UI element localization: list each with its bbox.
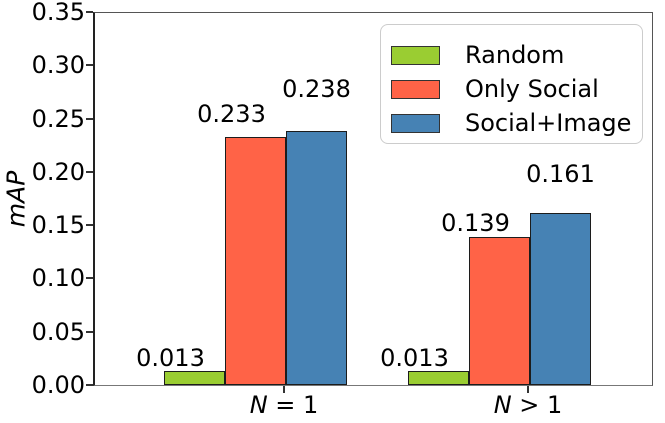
bar-random-group-2 [408, 371, 469, 385]
legend-swatch-random [391, 45, 440, 65]
y-tick-mark [86, 330, 93, 333]
y-tick-label: 0.10 [31, 264, 85, 293]
y-tick-mark [86, 117, 93, 120]
x-tick-label-n-1: N > 1 [493, 391, 563, 419]
math-variable: N [249, 391, 268, 419]
bar-value-label: 0.233 [197, 100, 266, 128]
y-tick-label: 0.30 [31, 51, 85, 80]
y-tick-mark [86, 224, 93, 227]
legend-label: Only Social [465, 75, 599, 103]
bar-value-label: 0.013 [136, 344, 205, 372]
y-tick-label: 0.20 [31, 157, 85, 186]
bar-social-image-group-1 [286, 131, 347, 385]
legend: Random Only Social Social+Image [380, 24, 643, 144]
bar-value-label: 0.161 [526, 160, 595, 188]
x-tick-mark [283, 386, 285, 393]
bar-value-label: 0.238 [282, 75, 351, 103]
legend-label: Social+Image [465, 109, 632, 137]
y-tick-mark [86, 64, 93, 67]
y-tick-label: 0.35 [31, 0, 85, 26]
bar-social-image-group-2 [530, 213, 591, 385]
x-tick-mark [527, 386, 529, 393]
bar-only-social-group-2 [469, 237, 530, 385]
bar-only-social-group-1 [225, 137, 286, 385]
legend-swatch-only-social [391, 79, 440, 99]
y-tick-mark [86, 277, 93, 280]
legend-label: Random [465, 41, 565, 69]
y-tick-label: 0.15 [31, 211, 85, 240]
y-tick-label: 0.00 [31, 371, 85, 399]
y-tick-mark [86, 170, 93, 173]
y-tick-label: 0.25 [31, 104, 85, 133]
legend-item-random: Random [391, 38, 642, 72]
bar-random-group-1 [164, 371, 225, 385]
math-variable: N [493, 391, 512, 419]
y-tick-mark [86, 11, 93, 13]
bar-value-label: 0.013 [380, 344, 449, 372]
y-tick-label: 0.05 [31, 317, 85, 346]
y-tick-mark [86, 384, 93, 386]
legend-swatch-social-image [391, 113, 440, 133]
legend-item-social-image: Social+Image [391, 106, 642, 140]
bar-value-label: 0.139 [441, 209, 510, 237]
legend-item-only-social: Only Social [391, 72, 642, 106]
x-tick-label-n-1: N = 1 [249, 391, 319, 419]
